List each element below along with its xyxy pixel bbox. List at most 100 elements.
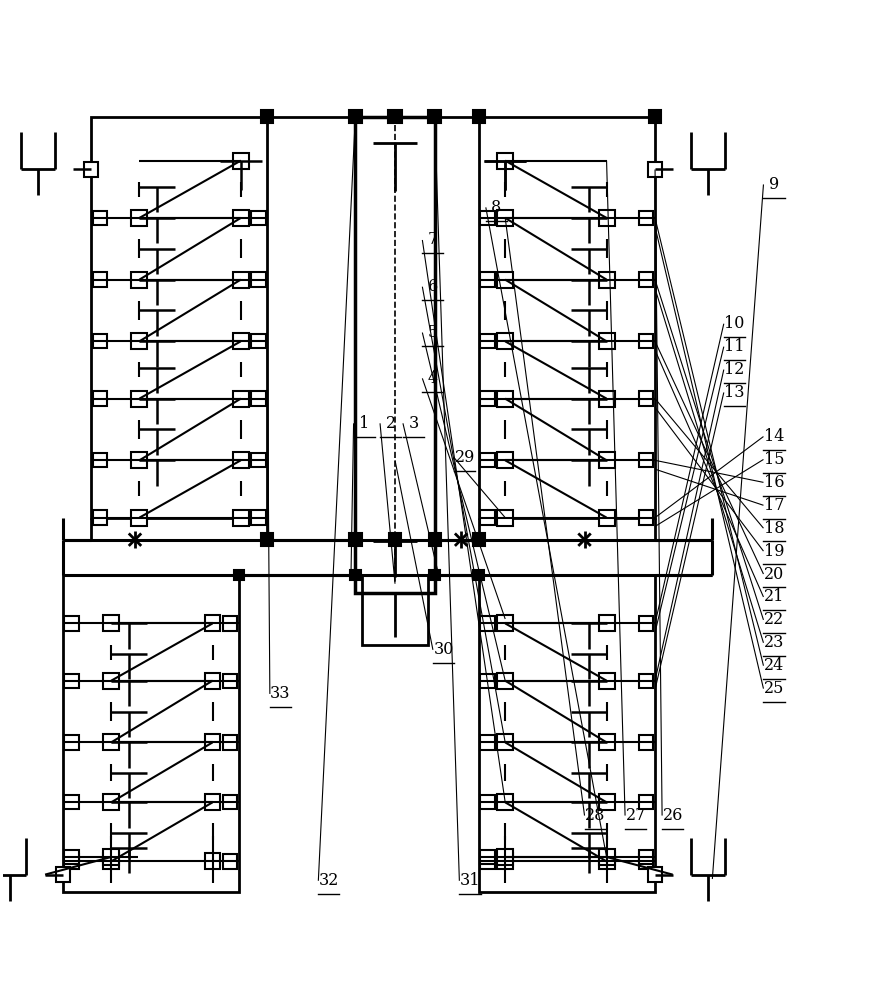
Bar bbox=[480, 211, 494, 225]
Bar bbox=[598, 510, 614, 526]
Bar bbox=[480, 674, 494, 688]
Bar bbox=[497, 272, 513, 288]
Bar bbox=[598, 272, 614, 288]
Bar bbox=[222, 854, 237, 869]
Bar bbox=[205, 853, 221, 869]
Text: 23: 23 bbox=[763, 634, 783, 651]
Bar bbox=[472, 110, 485, 123]
Bar bbox=[598, 673, 614, 689]
Bar bbox=[639, 453, 653, 467]
Bar bbox=[260, 110, 273, 123]
Bar bbox=[251, 510, 265, 525]
Text: 15: 15 bbox=[763, 451, 783, 468]
Bar bbox=[598, 391, 614, 407]
Bar bbox=[639, 674, 653, 688]
Bar bbox=[647, 867, 662, 882]
Text: 33: 33 bbox=[270, 685, 291, 702]
Bar bbox=[205, 794, 221, 810]
Bar bbox=[639, 391, 653, 406]
Bar bbox=[56, 867, 70, 882]
Text: 5: 5 bbox=[427, 324, 438, 341]
Text: 29: 29 bbox=[454, 449, 474, 466]
Text: 16: 16 bbox=[763, 474, 783, 491]
Bar bbox=[478, 117, 654, 518]
Bar bbox=[497, 734, 513, 750]
Bar bbox=[103, 673, 119, 689]
Bar bbox=[349, 533, 361, 546]
Bar bbox=[639, 211, 653, 225]
Bar bbox=[232, 452, 248, 468]
Bar bbox=[388, 110, 401, 123]
Bar bbox=[647, 162, 662, 177]
Bar bbox=[131, 210, 147, 226]
Bar bbox=[83, 162, 98, 177]
Bar bbox=[63, 575, 238, 892]
Bar bbox=[497, 510, 513, 526]
Bar bbox=[598, 615, 614, 631]
Text: 21: 21 bbox=[763, 588, 783, 605]
Text: 3: 3 bbox=[408, 415, 418, 432]
Bar bbox=[251, 453, 265, 467]
Bar bbox=[639, 735, 653, 750]
Bar bbox=[473, 570, 484, 580]
Bar bbox=[232, 333, 248, 349]
Bar bbox=[429, 570, 439, 580]
Bar bbox=[65, 674, 79, 688]
Text: 19: 19 bbox=[763, 543, 783, 560]
Bar bbox=[598, 734, 614, 750]
Bar bbox=[480, 453, 494, 467]
Bar bbox=[131, 272, 147, 288]
Bar bbox=[131, 391, 147, 407]
Text: 30: 30 bbox=[433, 641, 453, 658]
Bar bbox=[361, 575, 428, 645]
Bar bbox=[103, 615, 119, 631]
Bar bbox=[251, 391, 265, 406]
Bar bbox=[205, 734, 221, 750]
Bar bbox=[65, 735, 79, 750]
Text: 4: 4 bbox=[427, 370, 438, 387]
Bar bbox=[598, 849, 614, 865]
Text: 10: 10 bbox=[723, 315, 743, 332]
Text: 8: 8 bbox=[491, 199, 501, 216]
Bar bbox=[480, 391, 494, 406]
Bar bbox=[639, 850, 653, 864]
Bar bbox=[480, 616, 494, 631]
Bar bbox=[649, 110, 660, 123]
Bar bbox=[65, 850, 79, 864]
Text: 31: 31 bbox=[459, 872, 479, 889]
Bar bbox=[497, 794, 513, 810]
Text: 13: 13 bbox=[723, 384, 743, 401]
Bar bbox=[92, 510, 106, 525]
Bar bbox=[65, 616, 79, 631]
Bar bbox=[480, 334, 494, 348]
Text: 1: 1 bbox=[359, 415, 369, 432]
Bar bbox=[131, 452, 147, 468]
Bar bbox=[639, 795, 653, 809]
Bar bbox=[480, 854, 494, 869]
Bar bbox=[598, 452, 614, 468]
Bar bbox=[472, 533, 485, 546]
Bar bbox=[232, 153, 248, 169]
Bar bbox=[497, 391, 513, 407]
Bar bbox=[355, 117, 434, 593]
Bar bbox=[222, 674, 237, 688]
Text: 26: 26 bbox=[662, 807, 682, 824]
Bar bbox=[480, 510, 494, 525]
Text: 14: 14 bbox=[763, 428, 783, 445]
Text: 12: 12 bbox=[723, 361, 743, 378]
Bar bbox=[480, 795, 494, 809]
Bar bbox=[428, 110, 441, 123]
Bar bbox=[205, 673, 221, 689]
Text: 9: 9 bbox=[768, 176, 778, 193]
Bar bbox=[348, 110, 361, 123]
Text: 6: 6 bbox=[427, 278, 438, 295]
Bar bbox=[480, 850, 494, 864]
Bar bbox=[92, 334, 106, 348]
Text: 22: 22 bbox=[763, 611, 783, 628]
Bar bbox=[131, 333, 147, 349]
Bar bbox=[497, 452, 513, 468]
Bar bbox=[497, 333, 513, 349]
Bar bbox=[497, 615, 513, 631]
Bar bbox=[103, 734, 119, 750]
Bar bbox=[639, 272, 653, 287]
